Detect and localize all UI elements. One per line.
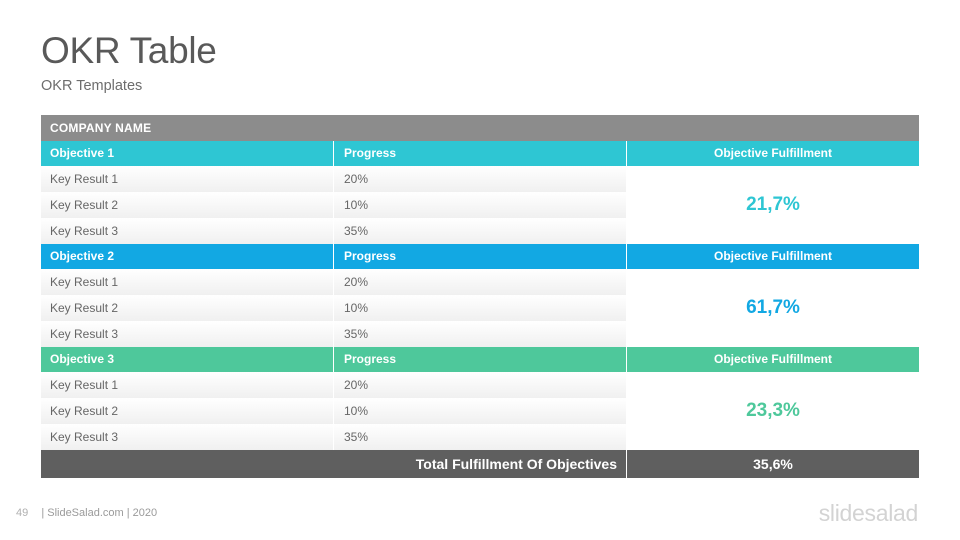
key-result-name: Key Result 2 (41, 192, 333, 218)
key-result-row: Key Result 2 10% (41, 398, 626, 424)
company-name-row: COMPANY NAME (41, 115, 919, 141)
key-result-name: Key Result 1 (41, 166, 333, 192)
key-result-name: Key Result 1 (41, 269, 333, 295)
key-result-progress: 35% (333, 321, 626, 347)
objective-name: Objective 1 (41, 141, 333, 166)
slidesalad-logo: slidesalad (818, 500, 919, 526)
key-results-list: Key Result 1 20% Key Result 2 10% Key Re… (41, 372, 626, 450)
key-results-list: Key Result 1 20% Key Result 2 10% Key Re… (41, 166, 626, 244)
progress-header: Progress (333, 141, 626, 166)
objective-fulfillment-value: 23,3% (626, 372, 919, 450)
key-results-list: Key Result 1 20% Key Result 2 10% Key Re… (41, 269, 626, 347)
objective-fulfillment-value: 61,7% (626, 269, 919, 347)
fulfillment-header: Objective Fulfillment (626, 347, 919, 372)
objective-header-2: Objective 2 Progress Objective Fulfillme… (41, 244, 919, 269)
key-result-row: Key Result 3 35% (41, 321, 626, 347)
progress-header: Progress (333, 347, 626, 372)
key-result-name: Key Result 2 (41, 398, 333, 424)
key-result-progress: 10% (333, 192, 626, 218)
footer-credit: | SlideSalad.com | 2020 (41, 507, 158, 519)
key-result-name: Key Result 3 (41, 424, 333, 450)
key-result-progress: 20% (333, 166, 626, 192)
objective-section-2: Objective 2 Progress Objective Fulfillme… (41, 244, 919, 347)
key-result-name: Key Result 1 (41, 372, 333, 398)
page-number: 49 (16, 507, 29, 519)
total-row: Total Fulfillment Of Objectives 35,6% (41, 450, 919, 478)
key-result-row: Key Result 1 20% (41, 372, 626, 398)
key-result-name: Key Result 3 (41, 218, 333, 244)
objective-body-1: Key Result 1 20% Key Result 2 10% Key Re… (41, 166, 919, 244)
key-result-progress: 10% (333, 295, 626, 321)
fulfillment-header: Objective Fulfillment (626, 244, 919, 269)
objective-body-3: Key Result 1 20% Key Result 2 10% Key Re… (41, 372, 919, 450)
objective-name: Objective 2 (41, 244, 333, 269)
objective-body-2: Key Result 1 20% Key Result 2 10% Key Re… (41, 269, 919, 347)
objective-header-3: Objective 3 Progress Objective Fulfillme… (41, 347, 919, 372)
key-result-row: Key Result 3 35% (41, 218, 626, 244)
objective-fulfillment-value: 21,7% (626, 166, 919, 244)
key-result-progress: 10% (333, 398, 626, 424)
footer: 49 | SlideSalad.com | 2020 (16, 507, 157, 519)
fulfillment-header: Objective Fulfillment (626, 141, 919, 166)
key-result-name: Key Result 2 (41, 295, 333, 321)
key-result-row: Key Result 2 10% (41, 295, 626, 321)
total-value: 35,6% (626, 450, 919, 478)
total-label: Total Fulfillment Of Objectives (415, 456, 617, 472)
slide-title: OKR Table (41, 30, 217, 71)
key-result-progress: 35% (333, 424, 626, 450)
key-result-row: Key Result 3 35% (41, 424, 626, 450)
key-result-progress: 20% (333, 372, 626, 398)
slide-subtitle: OKR Templates (41, 78, 143, 94)
key-result-progress: 20% (333, 269, 626, 295)
okr-table: COMPANY NAME Objective 1 Progress Object… (41, 115, 919, 478)
key-result-row: Key Result 1 20% (41, 166, 626, 192)
objective-header-1: Objective 1 Progress Objective Fulfillme… (41, 141, 919, 166)
objective-section-1: Objective 1 Progress Objective Fulfillme… (41, 141, 919, 244)
key-result-row: Key Result 1 20% (41, 269, 626, 295)
key-result-progress: 35% (333, 218, 626, 244)
objective-name: Objective 3 (41, 347, 333, 372)
key-result-name: Key Result 3 (41, 321, 333, 347)
key-result-row: Key Result 2 10% (41, 192, 626, 218)
objective-section-3: Objective 3 Progress Objective Fulfillme… (41, 347, 919, 450)
progress-header: Progress (333, 244, 626, 269)
